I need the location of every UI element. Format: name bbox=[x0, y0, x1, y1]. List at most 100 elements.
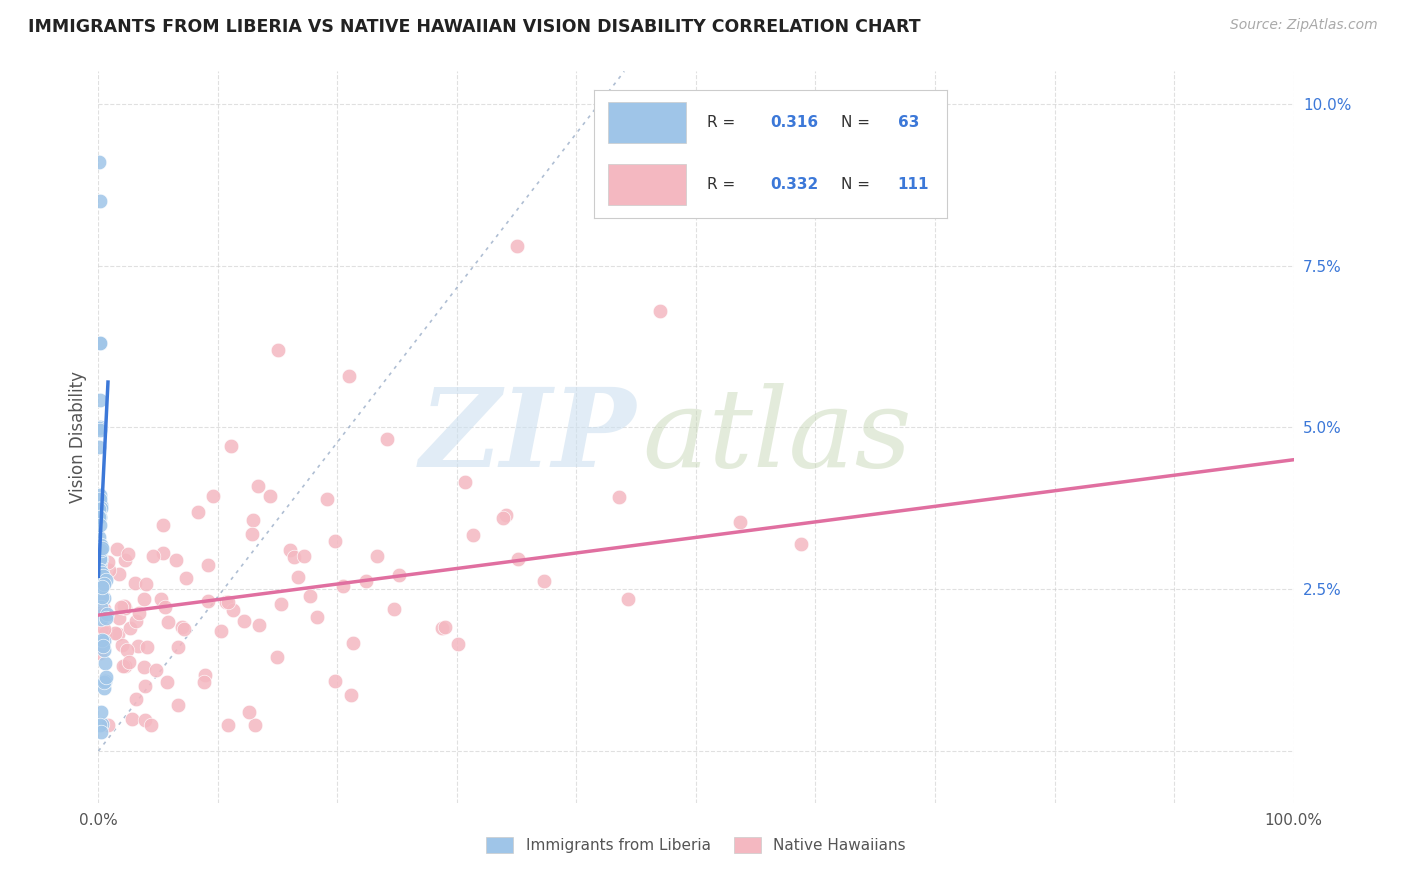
Point bbox=[730, 515, 752, 529]
Point bbox=[495, 508, 517, 522]
Point bbox=[97, 718, 120, 732]
Text: IMMIGRANTS FROM LIBERIA VS NATIVE HAWAIIAN VISION DISABILITY CORRELATION CHART: IMMIGRANTS FROM LIBERIA VS NATIVE HAWAII… bbox=[28, 18, 921, 36]
Point bbox=[89, 566, 111, 580]
Point bbox=[89, 392, 111, 407]
Point bbox=[91, 581, 114, 595]
Point bbox=[90, 543, 112, 558]
Point bbox=[94, 611, 117, 625]
Point bbox=[433, 620, 456, 634]
Point bbox=[124, 576, 146, 591]
Point bbox=[93, 634, 115, 648]
Point bbox=[245, 718, 267, 732]
Point bbox=[316, 492, 339, 507]
Point bbox=[156, 615, 179, 629]
Text: atlas: atlas bbox=[643, 384, 912, 491]
Point bbox=[90, 539, 112, 553]
Text: ZIP: ZIP bbox=[419, 384, 637, 491]
Point bbox=[90, 551, 112, 566]
Point bbox=[141, 718, 163, 732]
Point bbox=[176, 571, 198, 585]
Point bbox=[492, 511, 515, 525]
Point bbox=[89, 518, 111, 533]
Point bbox=[115, 643, 138, 657]
Point bbox=[201, 489, 224, 503]
Point bbox=[89, 420, 111, 434]
Point bbox=[339, 368, 361, 383]
Point bbox=[790, 537, 813, 551]
Point bbox=[617, 592, 640, 607]
Point bbox=[194, 668, 217, 682]
Point bbox=[94, 670, 117, 684]
Point bbox=[93, 656, 115, 670]
Point bbox=[90, 498, 112, 512]
Point bbox=[287, 570, 309, 584]
Point bbox=[91, 607, 114, 621]
Point bbox=[90, 587, 112, 601]
Point bbox=[238, 705, 260, 719]
Point bbox=[89, 492, 111, 507]
Point bbox=[375, 432, 398, 446]
Point bbox=[90, 705, 112, 719]
Point bbox=[366, 549, 388, 563]
Point bbox=[132, 591, 155, 606]
Point bbox=[89, 530, 111, 544]
Point bbox=[90, 568, 112, 582]
Point bbox=[90, 566, 112, 580]
Point bbox=[292, 549, 315, 563]
Point bbox=[118, 621, 141, 635]
Point bbox=[136, 640, 159, 654]
Point bbox=[110, 600, 132, 615]
Point bbox=[187, 505, 209, 519]
Point bbox=[125, 614, 148, 628]
Point bbox=[96, 555, 118, 569]
Point bbox=[89, 336, 111, 351]
Point bbox=[94, 626, 117, 640]
Point bbox=[533, 574, 555, 589]
Point bbox=[91, 569, 114, 583]
Point bbox=[91, 633, 114, 648]
Point bbox=[259, 489, 281, 503]
Point bbox=[121, 712, 143, 726]
Point bbox=[91, 640, 114, 654]
Point bbox=[89, 540, 111, 554]
Point bbox=[89, 155, 111, 169]
Point bbox=[93, 577, 115, 591]
Point bbox=[107, 626, 129, 640]
Point bbox=[222, 602, 245, 616]
Point bbox=[89, 550, 111, 565]
Point bbox=[114, 658, 136, 673]
Point bbox=[90, 600, 112, 615]
Point bbox=[111, 638, 134, 652]
Point bbox=[90, 500, 112, 515]
Point bbox=[267, 343, 290, 357]
Point bbox=[165, 552, 187, 566]
Text: Source: ZipAtlas.com: Source: ZipAtlas.com bbox=[1230, 18, 1378, 32]
Point bbox=[93, 642, 115, 657]
Point bbox=[173, 622, 195, 636]
Point bbox=[266, 650, 288, 665]
Point bbox=[107, 611, 129, 625]
Point bbox=[145, 663, 167, 677]
Point bbox=[108, 566, 131, 581]
Point bbox=[217, 718, 239, 732]
Point bbox=[134, 660, 156, 674]
Point bbox=[89, 421, 111, 435]
Point bbox=[354, 574, 377, 588]
Point bbox=[128, 607, 150, 621]
Point bbox=[166, 698, 188, 712]
Point bbox=[89, 441, 111, 455]
Point bbox=[93, 681, 115, 695]
Point bbox=[506, 239, 529, 253]
Point bbox=[127, 640, 149, 654]
Point bbox=[93, 602, 115, 616]
Point bbox=[648, 303, 672, 318]
Point bbox=[155, 674, 177, 689]
Point bbox=[89, 502, 111, 516]
Point bbox=[323, 534, 346, 549]
Point bbox=[506, 552, 529, 566]
Point bbox=[323, 674, 346, 689]
Point bbox=[219, 439, 242, 453]
Point bbox=[454, 475, 477, 489]
Y-axis label: Vision Disability: Vision Disability bbox=[69, 371, 87, 503]
Point bbox=[94, 574, 117, 588]
